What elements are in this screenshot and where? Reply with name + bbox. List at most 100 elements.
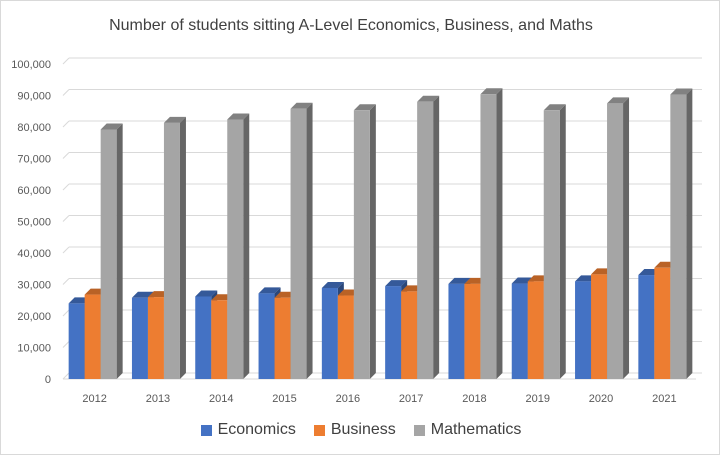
legend-label: Economics — [217, 421, 296, 438]
bar-front — [84, 294, 101, 379]
gridline-depth — [62, 309, 70, 317]
gridline-depth — [62, 341, 70, 348]
bar-top — [607, 97, 630, 104]
legend-item-mathematics: Mathematics — [413, 421, 522, 439]
bar-front — [464, 283, 481, 379]
bar-top — [163, 116, 186, 123]
bar-top — [353, 104, 376, 111]
bar-front — [607, 103, 624, 379]
bar-front — [100, 129, 117, 379]
bar-side — [623, 97, 630, 379]
bar-top — [670, 88, 693, 95]
bar-front — [401, 291, 418, 379]
gridline-depth — [62, 89, 70, 96]
y-tick-label: 0 — [45, 374, 51, 386]
bar-front — [591, 274, 608, 379]
bar-mathematics-2016 — [353, 104, 376, 380]
x-tick-label: 2017 — [399, 393, 423, 405]
bar-top — [195, 290, 218, 297]
bar-side — [306, 102, 313, 379]
bar-top — [290, 102, 313, 109]
bar-top — [543, 104, 566, 111]
gridline-depth — [62, 152, 70, 159]
bar-front — [227, 119, 244, 379]
bar-top — [480, 88, 503, 95]
bar-front — [543, 110, 560, 380]
legend-swatch — [413, 424, 425, 436]
bar-mathematics-2013 — [163, 116, 186, 379]
gridline-depth — [62, 372, 70, 380]
y-tick-label: 20,000 — [17, 311, 51, 323]
bar-side — [496, 88, 503, 380]
bar-front — [385, 286, 402, 379]
gridline-depth — [62, 120, 70, 128]
legend: Economics Business Mathematics — [1, 421, 720, 439]
bar-side — [116, 123, 123, 380]
bar-front — [274, 297, 291, 379]
y-tick-label: 80,000 — [17, 122, 51, 134]
bar-front — [527, 281, 544, 379]
x-tick-label: 2021 — [652, 393, 676, 405]
legend-item-business: Business — [313, 421, 396, 439]
bar-front — [211, 300, 228, 379]
gridline-depth — [62, 278, 70, 285]
legend-label: Business — [330, 421, 396, 438]
bar-front — [417, 101, 434, 380]
gridline-depth — [62, 57, 70, 65]
bar-front — [511, 283, 528, 379]
x-tick-label: 2016 — [336, 393, 360, 405]
gridline-depth — [62, 246, 70, 254]
x-tick-label: 2015 — [272, 393, 296, 405]
bar-mathematics-2020 — [607, 97, 630, 379]
y-tick-label: 30,000 — [17, 280, 51, 292]
bar-side — [179, 116, 186, 379]
bar-mathematics-2012 — [100, 123, 123, 380]
bar-front — [480, 94, 497, 380]
bar-front — [131, 297, 148, 379]
bar-mathematics-2018 — [480, 88, 503, 380]
bar-top — [258, 287, 281, 294]
y-tick-label: 60,000 — [17, 185, 51, 197]
bar-side — [243, 113, 250, 379]
bar-front — [163, 122, 180, 379]
bar-top — [100, 123, 123, 130]
y-tick-label: 40,000 — [17, 248, 51, 260]
bar-top — [227, 113, 250, 120]
y-tick-label: 10,000 — [17, 343, 51, 355]
x-tick-label: 2020 — [589, 393, 613, 405]
gridline-depth — [62, 183, 70, 191]
x-tick-label: 2018 — [462, 393, 486, 405]
bar-front — [575, 281, 592, 379]
bar-front — [195, 296, 212, 379]
bar-side — [686, 88, 693, 380]
x-tick-label: 2013 — [146, 393, 170, 405]
bar-side — [433, 95, 440, 380]
bar-front — [638, 275, 655, 379]
bar-top — [448, 277, 471, 284]
bar-top — [131, 291, 154, 298]
y-tick-label: 100,000 — [11, 59, 51, 71]
legend-swatch — [313, 424, 325, 436]
bar-mathematics-2021 — [670, 88, 693, 380]
chart-title: Number of students sitting A-Level Econo… — [109, 17, 593, 34]
bar-front — [353, 110, 370, 380]
y-tick-label: 70,000 — [17, 154, 51, 166]
x-tick-label: 2019 — [526, 393, 550, 405]
bar-front — [147, 297, 164, 379]
bar-mathematics-2014 — [227, 113, 250, 379]
legend-label: Mathematics — [430, 421, 522, 438]
legend-item-economics: Economics — [200, 421, 296, 439]
bar-front — [448, 283, 465, 379]
bar-front — [654, 267, 671, 379]
bar-mathematics-2015 — [290, 102, 313, 379]
gridline-depth — [62, 215, 70, 222]
bar-side — [559, 104, 566, 380]
bar-mathematics-2017 — [417, 95, 440, 380]
bar-top — [417, 95, 440, 102]
bar-front — [258, 293, 275, 379]
bar-side — [369, 104, 376, 380]
bar-front — [670, 94, 687, 380]
bar-mathematics-2019 — [543, 104, 566, 380]
bar-front — [68, 303, 85, 379]
x-tick-label: 2012 — [82, 393, 106, 405]
